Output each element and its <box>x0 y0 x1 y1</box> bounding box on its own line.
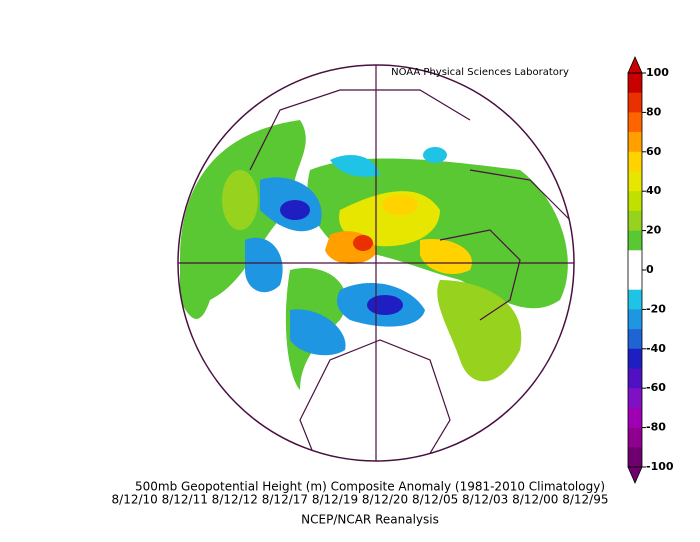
colorbar-segment <box>628 348 642 369</box>
map <box>178 65 574 461</box>
dates: 8/12/10 8/12/11 8/12/12 8/12/17 8/12/19 … <box>112 493 609 507</box>
colorbar-cap <box>627 56 643 74</box>
colorbar-segment <box>628 427 642 448</box>
colorbar-segment <box>628 289 642 310</box>
colorbar-tick-label: 0 <box>646 263 654 276</box>
colorbar-tick-label: -80 <box>646 421 666 434</box>
colorbar-segment <box>628 112 642 133</box>
colorbar-segment <box>628 368 642 389</box>
colorbar-tick-label: 60 <box>646 145 662 158</box>
colorbar-segment <box>628 92 642 113</box>
colorbar-segment <box>628 171 642 192</box>
colorbar-segment <box>628 388 642 409</box>
colorbar-tick-label: 80 <box>646 105 662 118</box>
colorbar: 100 80 60 40 20 0 -20 -40 -60 -80 -100 <box>627 56 674 484</box>
colorbar-segment <box>628 309 642 330</box>
colorbar-segment <box>628 73 642 93</box>
colorbar-segment <box>628 329 642 350</box>
dataset: NCEP/NCAR Reanalysis <box>301 513 439 527</box>
colorbar-segment <box>628 250 642 271</box>
colorbar-cap <box>627 466 643 484</box>
colorbar-segment <box>628 447 642 468</box>
colorbar-tick-label: -40 <box>646 342 666 355</box>
colorbar-segment <box>628 270 642 290</box>
title: 500mb Geopotential Height (m) Composite … <box>135 480 605 494</box>
colorbar-segment <box>628 132 642 153</box>
colorbar-tick-label: -100 <box>646 460 674 473</box>
colorbar-tick-label: 100 <box>646 66 669 79</box>
colorbar-tick-label: 20 <box>646 224 662 237</box>
colorbar-tick-label: -20 <box>646 302 666 315</box>
colorbar-segment <box>628 210 642 231</box>
colorbar-segment <box>628 151 642 172</box>
source-label: NOAA Physical Sciences Laboratory <box>391 67 569 78</box>
colorbar-segment <box>628 230 642 251</box>
colorbar-segment <box>628 407 642 428</box>
colorbar-tick-label: -60 <box>646 381 666 394</box>
colorbar-segment <box>628 191 642 212</box>
colorbar-tick-label: 40 <box>646 184 662 197</box>
